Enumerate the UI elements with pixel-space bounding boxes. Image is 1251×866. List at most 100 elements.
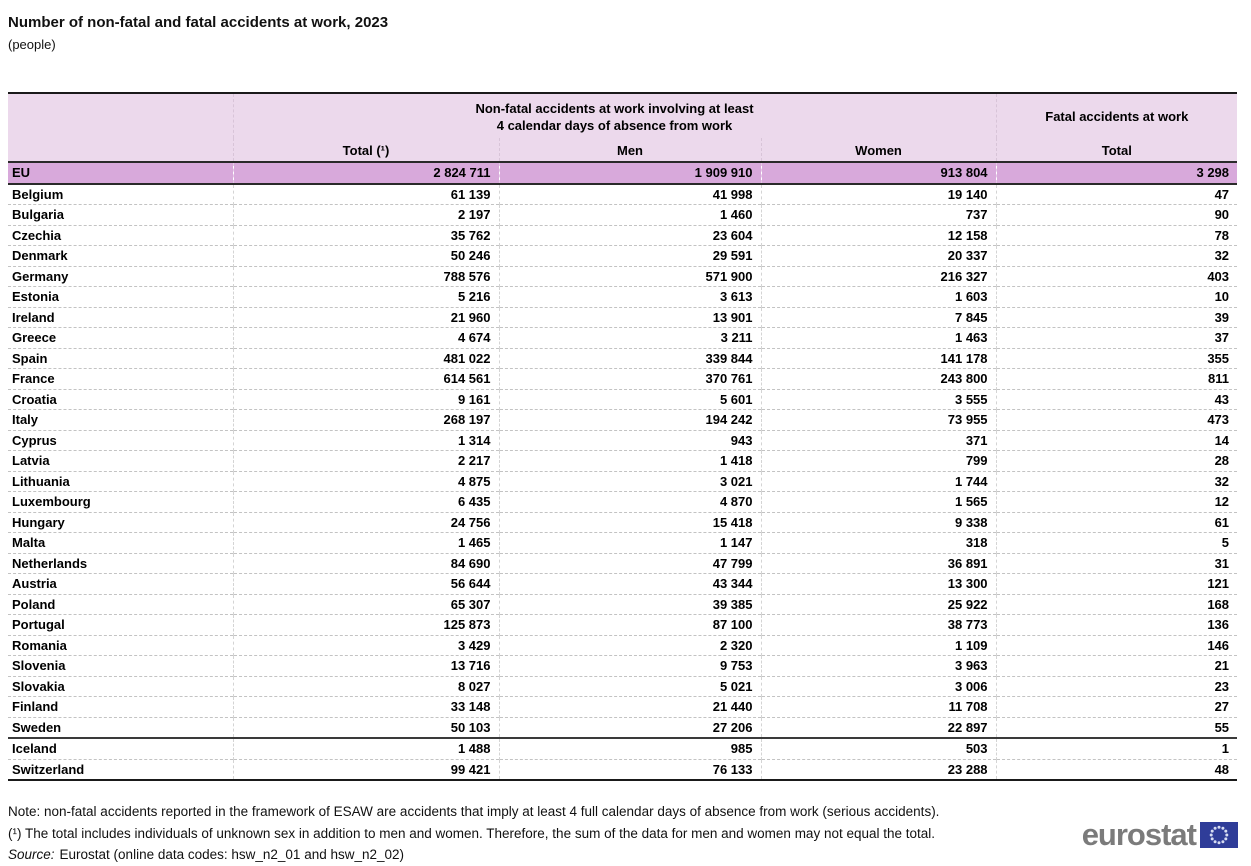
women-cell: 3 963 [760, 655, 997, 676]
country-cell: EU [8, 162, 233, 185]
women-cell: 1 603 [760, 286, 997, 307]
men-cell: 571 900 [498, 265, 761, 287]
nonfatal-total-cell: 6 435 [232, 491, 499, 512]
fatal-total-cell: 37 [995, 327, 1238, 348]
fatal-total-cell: 48 [995, 758, 1238, 780]
women-cell: 11 708 [760, 696, 997, 717]
nonfatal-total-cell: 125 873 [232, 614, 499, 635]
men-cell: 76 133 [498, 758, 761, 780]
men-cell: 339 844 [498, 347, 761, 369]
fatal-total-cell: 28 [995, 450, 1238, 471]
women-cell: 141 178 [760, 347, 997, 369]
men-cell: 5 601 [498, 388, 761, 410]
women-cell: 3 555 [760, 388, 997, 410]
nonfatal-total-cell: 50 103 [232, 716, 499, 738]
fatal-total-cell: 78 [995, 224, 1238, 246]
nonfatal-total-cell: 481 022 [232, 347, 499, 369]
fatal-total-cell: 10 [995, 286, 1238, 307]
nonfatal-total-cell: 99 421 [232, 758, 499, 780]
nonfatal-total-cell: 56 644 [232, 573, 499, 594]
eurostat-logo: eurostat [1082, 819, 1238, 850]
women-cell: 20 337 [760, 245, 997, 266]
country-cell: Latvia [8, 450, 233, 471]
women-cell: 1 565 [760, 491, 997, 512]
column-header-row: Total (¹) Men Women Total [8, 138, 1238, 162]
nonfatal-total-cell: 5 216 [232, 286, 499, 307]
fatal-total-cell: 168 [995, 593, 1238, 615]
country-cell: Hungary [8, 511, 233, 533]
nonfatal-total-cell: 50 246 [232, 245, 499, 266]
nonfatal-total-cell: 35 762 [232, 224, 499, 246]
table-row: Slovakia 8 027 5 021 3 006 23 [8, 675, 1238, 697]
nonfatal-total-cell: 13 716 [232, 655, 499, 676]
nonfatal-group-header: Non-fatal accidents at work involving at… [232, 93, 997, 138]
country-cell: Malta [8, 532, 233, 553]
country-cell: Lithuania [8, 470, 233, 492]
table-row: France 614 561 370 761 243 800 811 [8, 368, 1238, 389]
women-cell: 9 338 [760, 511, 997, 533]
men-cell: 5 021 [498, 675, 761, 697]
fatal-total-cell: 473 [995, 409, 1238, 430]
table-row: Iceland 1 488 985 503 1 [8, 737, 1238, 759]
country-cell: Slovakia [8, 675, 233, 697]
fatal-group-header: Fatal accidents at work [995, 93, 1238, 138]
fatal-total-cell: 1 [995, 737, 1238, 759]
nonfatal-total-cell: 2 824 711 [232, 162, 499, 185]
fatal-total-cell: 121 [995, 573, 1238, 594]
note-esaw: Note: non-fatal accidents reported in th… [8, 804, 940, 819]
fatal-header-label: Fatal accidents at work [1045, 108, 1189, 124]
men-cell: 9 753 [498, 655, 761, 676]
fatal-total-cell: 403 [995, 265, 1238, 287]
nonfatal-total-cell: 4 674 [232, 327, 499, 348]
women-cell: 73 955 [760, 409, 997, 430]
women-cell: 1 109 [760, 634, 997, 656]
fatal-total-cell: 146 [995, 634, 1238, 656]
men-cell: 29 591 [498, 245, 761, 266]
table-row: Luxembourg 6 435 4 870 1 565 12 [8, 491, 1238, 512]
table-row: Denmark 50 246 29 591 20 337 32 [8, 245, 1238, 266]
corner-cell [8, 93, 233, 138]
fatal-total-cell: 47 [995, 183, 1238, 205]
country-cell: Slovenia [8, 655, 233, 676]
fatal-total-cell: 55 [995, 716, 1238, 738]
table-row: Latvia 2 217 1 418 799 28 [8, 450, 1238, 471]
country-cell: Sweden [8, 716, 233, 738]
nonfatal-total-cell: 268 197 [232, 409, 499, 430]
women-cell: 23 288 [760, 758, 997, 780]
fatal-total-cell: 32 [995, 470, 1238, 492]
col-header-nonfatal-total: Total (¹) [232, 138, 499, 162]
nonfatal-total-cell: 8 027 [232, 675, 499, 697]
table-row: Romania 3 429 2 320 1 109 146 [8, 634, 1238, 656]
country-cell: Iceland [8, 737, 233, 759]
table-row: Hungary 24 756 15 418 9 338 61 [8, 511, 1238, 533]
men-cell: 194 242 [498, 409, 761, 430]
country-cell: Spain [8, 347, 233, 369]
country-cell: Luxembourg [8, 491, 233, 512]
country-cell: Bulgaria [8, 204, 233, 225]
men-cell: 1 147 [498, 532, 761, 553]
nonfatal-total-cell: 1 488 [232, 737, 499, 759]
men-cell: 13 901 [498, 306, 761, 328]
footnotes: Note: non-fatal accidents reported in th… [8, 801, 1237, 866]
table-row: Spain 481 022 339 844 141 178 355 [8, 347, 1238, 369]
country-cell: Denmark [8, 245, 233, 266]
country-cell: Netherlands [8, 552, 233, 574]
women-cell: 503 [760, 737, 997, 759]
country-cell: Poland [8, 593, 233, 615]
table-row: Greece 4 674 3 211 1 463 37 [8, 327, 1238, 348]
country-cell: Italy [8, 409, 233, 430]
table-row: Ireland 21 960 13 901 7 845 39 [8, 306, 1238, 328]
women-cell: 1 463 [760, 327, 997, 348]
women-cell: 913 804 [760, 162, 997, 185]
women-cell: 7 845 [760, 306, 997, 328]
nonfatal-total-cell: 33 148 [232, 696, 499, 717]
col-header-men: Men [498, 138, 761, 162]
country-cell: Croatia [8, 388, 233, 410]
group-header-row: Non-fatal accidents at work involving at… [8, 93, 1238, 138]
table-row: Italy 268 197 194 242 73 955 473 [8, 409, 1238, 430]
fatal-total-cell: 21 [995, 655, 1238, 676]
men-cell: 985 [498, 737, 761, 759]
table-row: Finland 33 148 21 440 11 708 27 [8, 696, 1238, 717]
country-cell: Greece [8, 327, 233, 348]
fatal-total-cell: 90 [995, 204, 1238, 225]
